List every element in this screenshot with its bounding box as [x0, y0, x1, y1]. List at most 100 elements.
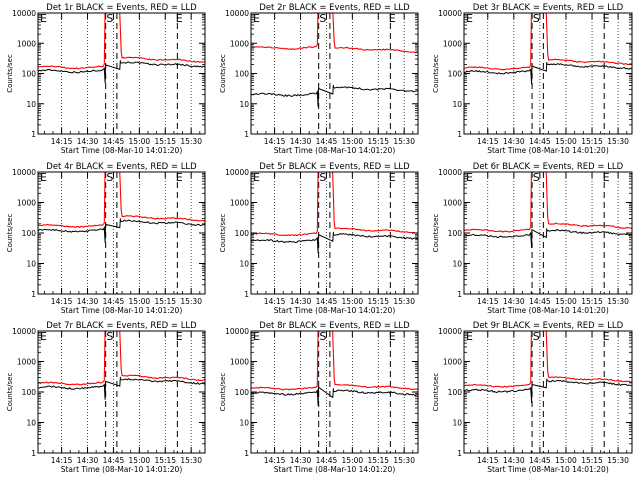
- plot-frame: [37, 12, 206, 135]
- y-tick-label: 10000: [438, 327, 462, 336]
- interval-marker-e: E: [603, 171, 610, 184]
- interval-marker-e: E: [40, 330, 47, 343]
- y-tick-label: 1: [457, 290, 462, 299]
- x-tick-label: 15:30: [607, 456, 629, 465]
- x-tick-label: 14:30: [290, 456, 312, 465]
- y-tick-label: 1000: [17, 199, 36, 208]
- series-lld-line: [38, 172, 205, 229]
- interval-marker-e: E: [603, 330, 610, 343]
- panel-title: Det 4r BLACK = Events, RED = LLD: [46, 162, 197, 172]
- y-axis-label: Counts/sec: [432, 54, 440, 93]
- x-tick-label: 14:15: [477, 297, 499, 306]
- x-axis-label: Start Time (08-Mar-10 14:01:20): [487, 465, 609, 474]
- y-tick-label: 100: [448, 70, 463, 79]
- series-lld-line: [38, 331, 205, 386]
- series-events-line: [251, 84, 418, 107]
- x-tick-label: 14:30: [290, 137, 312, 146]
- panel-title: Det 2r BLACK = Events, RED = LLD: [259, 3, 410, 13]
- y-tick-label: 1000: [443, 39, 462, 48]
- interval-marker-s: S: [106, 330, 113, 343]
- x-axis-label: Start Time (08-Mar-10 14:01:20): [274, 306, 396, 315]
- y-tick-label: 1: [244, 290, 249, 299]
- interval-marker-e: E: [176, 330, 183, 343]
- interval-marker-e: E: [253, 171, 260, 184]
- interval-marker-e: E: [389, 330, 396, 343]
- interval-marker-e: E: [40, 171, 47, 184]
- interval-marker-e: E: [389, 12, 396, 25]
- series-events-line: [464, 378, 632, 403]
- x-tick-label: 15:30: [180, 137, 202, 146]
- x-tick-label: 14:15: [51, 137, 73, 146]
- series-lld-line: [38, 13, 205, 70]
- x-tick-label: 14:45: [103, 456, 125, 465]
- x-tick-label: 15:00: [129, 297, 151, 306]
- x-tick-label: 14:30: [503, 137, 525, 146]
- interval-marker-s: S: [319, 171, 326, 184]
- series-events-line: [38, 218, 205, 243]
- panel-title: Det 3r BLACK = Events, RED = LLD: [473, 3, 624, 13]
- y-tick-label: 1: [244, 449, 249, 458]
- y-tick-label: 10: [26, 100, 36, 109]
- panel-title: Det 8r BLACK = Events, RED = LLD: [259, 321, 410, 331]
- series-events-line: [38, 376, 205, 400]
- y-tick-label: 10000: [225, 9, 249, 18]
- x-tick-label: 14:15: [264, 297, 286, 306]
- y-tick-label: 1000: [17, 39, 36, 48]
- x-tick-label: 14:45: [316, 456, 338, 465]
- y-tick-label: 10: [452, 100, 462, 109]
- y-tick-label: 1: [31, 130, 36, 139]
- x-tick-label: 15:15: [367, 456, 389, 465]
- y-tick-label: 10000: [438, 9, 462, 18]
- x-tick-label: 14:45: [103, 297, 125, 306]
- y-tick-label: 1000: [230, 358, 249, 367]
- y-axis-label: Counts/sec: [432, 373, 440, 412]
- x-tick-label: 14:45: [316, 297, 338, 306]
- x-tick-label: 15:15: [154, 456, 176, 465]
- interval-marker-e: E: [253, 12, 260, 25]
- series-lld-line: [464, 331, 632, 389]
- interval-marker-s: S: [319, 330, 326, 343]
- x-tick-label: 14:15: [51, 456, 73, 465]
- y-axis-label: Counts/sec: [6, 54, 14, 93]
- x-tick-label: 14:45: [529, 297, 551, 306]
- x-axis-label: Start Time (08-Mar-10 14:01:20): [274, 146, 396, 155]
- x-tick-label: 15:15: [367, 297, 389, 306]
- y-tick-label: 10000: [225, 168, 249, 177]
- y-tick-label: 100: [22, 70, 37, 79]
- y-tick-label: 100: [235, 70, 250, 79]
- x-tick-label: 15:00: [555, 137, 577, 146]
- series-lld-line: [251, 331, 418, 391]
- y-tick-label: 10: [452, 260, 462, 269]
- y-tick-label: 1: [457, 449, 462, 458]
- x-tick-label: 15:15: [581, 137, 603, 146]
- plot-frame: [250, 171, 419, 295]
- x-tick-label: 14:30: [503, 456, 525, 465]
- x-axis-label: Start Time (08-Mar-10 14:01:20): [61, 146, 183, 155]
- x-axis-label: Start Time (08-Mar-10 14:01:20): [274, 465, 396, 474]
- series-lld-line: [251, 13, 418, 54]
- series-events-line: [38, 60, 205, 84]
- series-lld-line: [464, 172, 632, 233]
- interval-marker-e: E: [176, 12, 183, 25]
- interval-marker-e: E: [603, 12, 610, 25]
- series-events-line: [251, 386, 418, 406]
- plot-frame: [37, 171, 206, 295]
- plot-frame: [37, 330, 206, 454]
- y-tick-label: 100: [22, 229, 37, 238]
- x-axis-label: Start Time (08-Mar-10 14:01:20): [487, 146, 609, 155]
- x-tick-label: 15:00: [342, 137, 364, 146]
- x-tick-label: 14:15: [477, 456, 499, 465]
- panel-title: Det 9r BLACK = Events, RED = LLD: [473, 321, 624, 331]
- x-tick-label: 15:15: [154, 297, 176, 306]
- interval-marker-s: S: [533, 12, 540, 25]
- x-tick-label: 15:30: [180, 456, 202, 465]
- y-tick-label: 10000: [225, 327, 249, 336]
- x-tick-label: 14:30: [77, 456, 99, 465]
- y-tick-label: 10: [452, 419, 462, 428]
- y-tick-label: 100: [235, 388, 250, 397]
- x-tick-label: 15:30: [393, 297, 415, 306]
- x-tick-label: 14:15: [477, 137, 499, 146]
